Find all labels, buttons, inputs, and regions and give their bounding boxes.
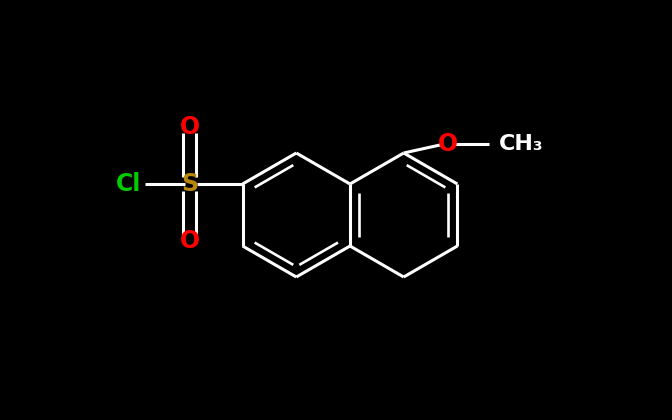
Text: O: O [180, 115, 200, 139]
Text: CH₃: CH₃ [499, 134, 544, 154]
Text: O: O [180, 229, 200, 253]
Text: S: S [181, 172, 198, 196]
Text: O: O [438, 132, 458, 156]
Text: Cl: Cl [116, 172, 142, 196]
